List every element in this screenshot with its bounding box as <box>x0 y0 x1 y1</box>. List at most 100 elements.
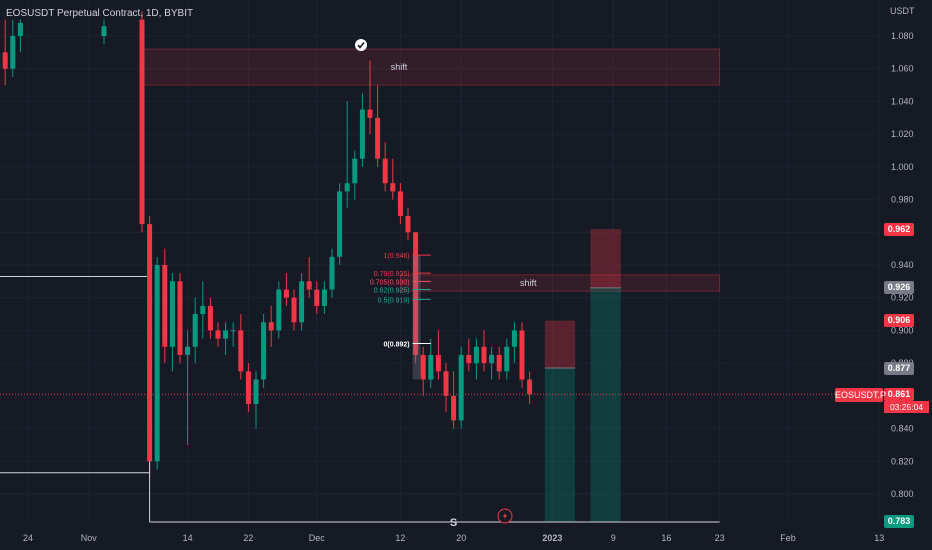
candle-body <box>306 281 312 290</box>
fib-level-label: 1(0.946) <box>384 253 410 260</box>
price-tag-0-906: 0.906 <box>884 314 914 328</box>
price-axis-label: 0.900 <box>891 325 914 335</box>
candle-body <box>375 117 381 159</box>
time-axis-label: Feb <box>780 533 796 543</box>
candle-body <box>291 297 297 323</box>
fib-level-label: 0.62(0.925) <box>374 288 410 295</box>
price-axis-label: 0.920 <box>891 293 914 303</box>
price-tag-0-877: 0.877 <box>884 361 914 375</box>
candle-body <box>253 379 259 405</box>
price-axis-label: 0.940 <box>891 260 914 270</box>
candle-body <box>382 158 388 184</box>
check-circle-icon <box>355 39 367 51</box>
lightning-bolt <box>503 512 507 520</box>
fib-level-label: 0.5(0.919) <box>378 297 410 304</box>
candle-body <box>413 232 419 355</box>
fib-handle <box>412 255 421 380</box>
position-target-zone <box>544 368 576 522</box>
candle-body <box>223 330 229 339</box>
current-price-tag: 0.861 <box>884 387 914 401</box>
symbol-price-tag: EOSUSDT.P <box>835 388 887 402</box>
fib-level-label: 0.79(0.935) <box>374 271 410 278</box>
candle-body <box>245 371 251 405</box>
candle-body <box>207 305 213 331</box>
candle-body <box>496 354 502 372</box>
candle-body <box>177 281 183 355</box>
position-target-zone <box>590 287 621 522</box>
grid-lines <box>0 0 880 522</box>
candle-body <box>489 354 495 364</box>
time-axis-label: 13 <box>874 533 884 543</box>
candle-body <box>481 346 487 364</box>
time-axis-label: 23 <box>715 533 725 543</box>
candle-body <box>344 183 350 192</box>
price-axis-label: 1.020 <box>891 129 914 139</box>
candle-body <box>329 256 335 290</box>
candle-body <box>2 52 8 69</box>
candle-body <box>230 330 236 332</box>
candle-body <box>10 36 16 69</box>
candle-body <box>519 330 525 380</box>
candle-body <box>458 354 464 421</box>
check-mark <box>357 42 365 49</box>
price-axis-label: 0.980 <box>891 195 914 205</box>
candle-body <box>169 281 175 347</box>
candle-body <box>443 371 449 396</box>
candle-body <box>101 26 107 36</box>
shift-zone <box>399 274 721 292</box>
time-axis-label: 24 <box>23 533 33 543</box>
price-axis-label: 0.800 <box>891 489 914 499</box>
candle-body <box>405 215 411 233</box>
candle-body <box>390 183 396 192</box>
session-marker: S <box>450 517 457 529</box>
candle-body <box>511 330 517 347</box>
price-scale: USDT1.0801.0601.0401.0201.0000.9800.9600… <box>890 6 915 499</box>
candle-body <box>466 354 472 364</box>
chart-title: EOSUSDT Perpetual Contract, 1D, BYBIT <box>6 8 194 19</box>
candle-body <box>283 289 289 298</box>
lightning-icon <box>497 508 513 524</box>
price-axis-label: 1.060 <box>891 64 914 74</box>
candle-countdown: 03:25:04 <box>884 401 929 413</box>
price-tag-0-962: 0.962 <box>884 222 914 236</box>
shift-zone-label: shift <box>520 278 537 288</box>
shift-zone-label: shift <box>391 62 408 72</box>
time-axis-label: Dec <box>309 533 326 543</box>
candle-body <box>527 379 533 395</box>
candle-body <box>215 330 221 339</box>
time-axis-label: 2023 <box>542 533 562 543</box>
candle-body <box>504 346 510 372</box>
candle-body <box>185 346 191 355</box>
candle-body <box>428 354 434 380</box>
time-axis-label: 9 <box>611 533 616 543</box>
fib-level-label: 0(0.892) <box>384 342 410 349</box>
candle-body <box>473 346 479 364</box>
position-stop-zone <box>590 229 621 288</box>
candle-body <box>276 289 282 331</box>
candle-body <box>200 305 206 315</box>
candle-body <box>299 281 305 323</box>
price-tag-0-783: 0.783 <box>884 515 914 529</box>
candle-body <box>238 330 244 372</box>
candle-body <box>17 22 23 36</box>
shift-zone <box>141 48 721 86</box>
candlesticks <box>0 11 533 478</box>
candle-body <box>352 158 358 184</box>
price-tag-0-926: 0.926 <box>884 281 914 295</box>
price-axis-label: 0.820 <box>891 456 914 466</box>
position-stop-zone <box>544 320 576 369</box>
candle-body <box>162 265 168 347</box>
candle-body <box>367 109 373 118</box>
time-axis-label: 22 <box>243 533 253 543</box>
time-axis-label: 20 <box>456 533 466 543</box>
candle-body <box>314 289 320 306</box>
candle-body <box>359 109 365 159</box>
price-axis-label: 0.840 <box>891 424 914 434</box>
time-axis-label: 14 <box>183 533 193 543</box>
price-axis-label: 1.080 <box>891 31 914 41</box>
candle-body <box>261 322 267 380</box>
candle-body <box>337 191 343 257</box>
candle-body <box>451 395 457 421</box>
